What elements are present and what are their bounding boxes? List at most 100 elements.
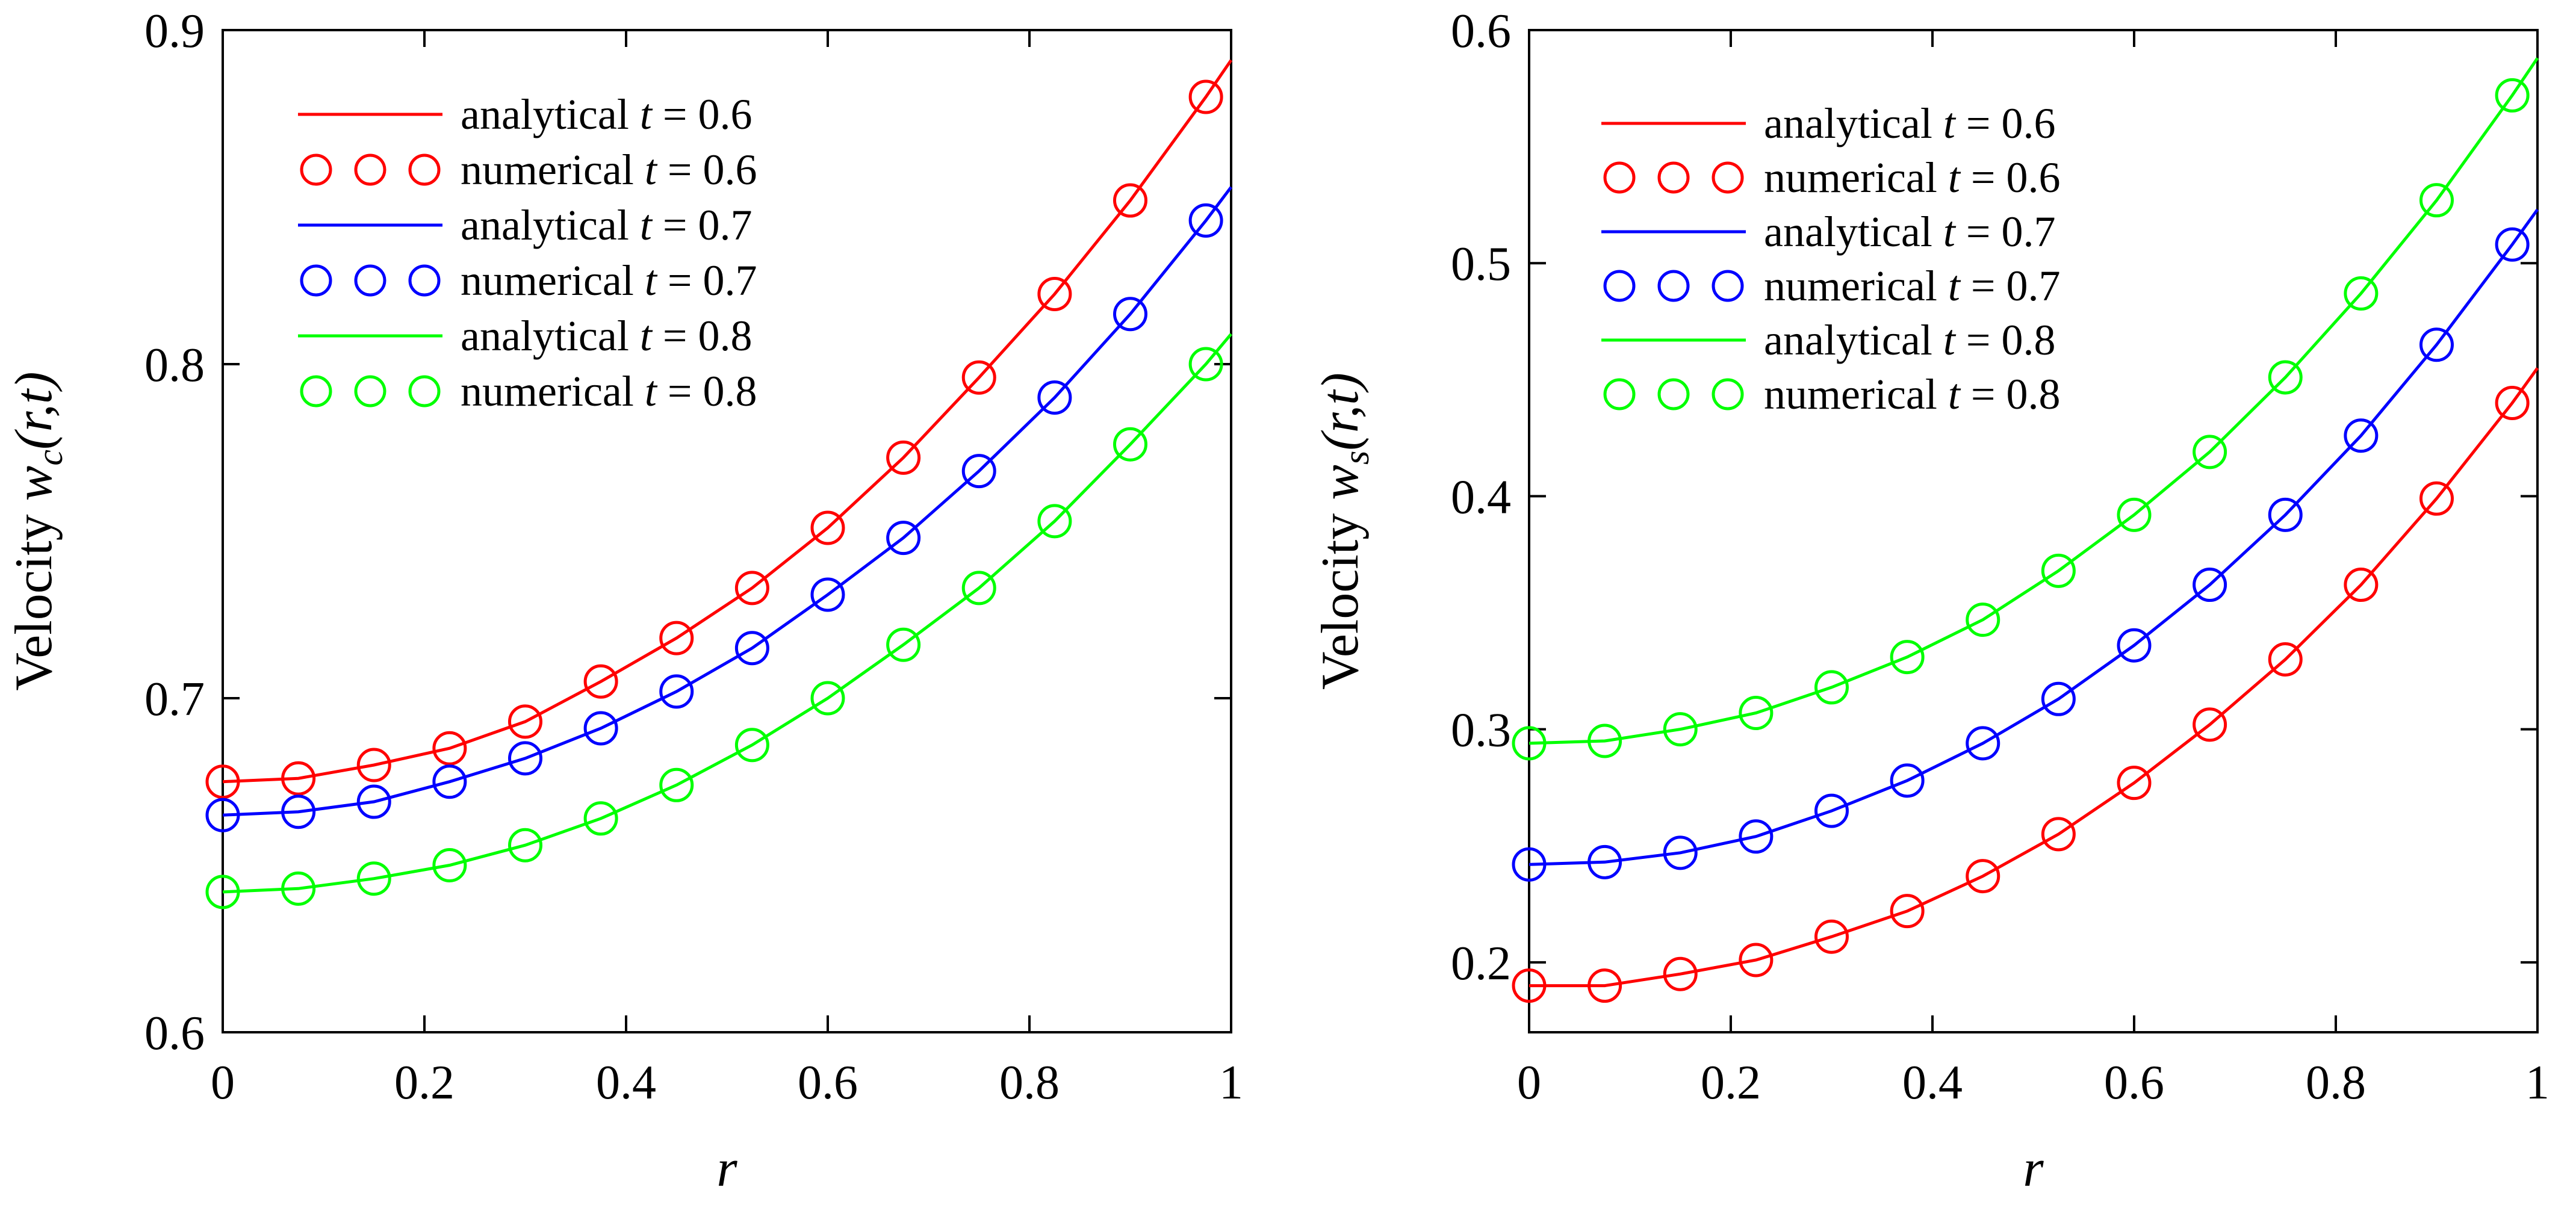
legend-marker-swatch bbox=[1603, 161, 1636, 194]
legend-entry-value: = 0.8 bbox=[1960, 370, 2061, 418]
legend-marker-swatch bbox=[1657, 378, 1690, 410]
series-marker-t07 bbox=[1512, 847, 1547, 882]
series-marker-t07 bbox=[1966, 726, 2000, 761]
legend-entry-value: = 0.7 bbox=[1960, 262, 2061, 310]
legend-marker-swatch bbox=[300, 264, 332, 297]
series-marker-t07 bbox=[1037, 380, 1072, 415]
series-marker-t08 bbox=[356, 861, 391, 896]
legend-marker-swatch bbox=[408, 264, 441, 297]
plot-frame bbox=[1528, 29, 2539, 1033]
legend-entry: numerical t = 0.8 bbox=[1764, 370, 2060, 418]
series-marker-t06 bbox=[2268, 642, 2303, 677]
y-axis-label-symbol: w bbox=[1311, 465, 1370, 500]
legend-entry: analytical t = 0.7 bbox=[461, 201, 752, 249]
x-tick-label: 1 bbox=[2525, 1056, 2550, 1109]
legend-entry-t: t bbox=[1943, 316, 1957, 364]
legend-marker-swatch bbox=[1657, 161, 1690, 194]
series-marker-t06 bbox=[2419, 481, 2454, 516]
series-marker-t08 bbox=[1188, 347, 1223, 382]
legend: analytical t = 0.6 numerical t = 0.6 analy… bbox=[1601, 99, 2060, 418]
series-marker-t06 bbox=[734, 571, 769, 606]
legend-entry-t: t bbox=[645, 256, 658, 305]
legend-entry-label: numerical bbox=[461, 367, 645, 415]
legend-entry-label: analytical bbox=[1764, 208, 1943, 256]
legend-entry-value: = 0.6 bbox=[1955, 99, 2056, 147]
series-marker-t06 bbox=[961, 360, 996, 395]
legend-entry: numerical t = 0.6 bbox=[461, 146, 757, 194]
legend-marker-swatch bbox=[1712, 270, 1744, 302]
series-marker-t06 bbox=[2344, 568, 2379, 602]
series-marker-t07 bbox=[1663, 835, 1698, 870]
legend-marker-swatch bbox=[1712, 378, 1744, 410]
series-marker-t08 bbox=[281, 871, 316, 906]
y-tick-label: 0.3 bbox=[1451, 704, 1511, 757]
y-axis-label-subscript: c bbox=[30, 450, 70, 466]
legend-entry: numerical t = 0.6 bbox=[1764, 153, 2060, 202]
series-marker-t06 bbox=[508, 704, 542, 739]
series-marker-t08 bbox=[1663, 712, 1698, 747]
y-tick-label: 0.8 bbox=[144, 339, 205, 392]
series-marker-t08 bbox=[1814, 670, 1849, 705]
y-tick-label: 0.7 bbox=[144, 673, 205, 726]
x-tick-label: 0 bbox=[1517, 1056, 1541, 1109]
legend-entry-t: t bbox=[1943, 208, 1957, 256]
series-marker-t08 bbox=[1037, 504, 1072, 539]
series-marker-t07 bbox=[886, 521, 921, 556]
series-marker-t08 bbox=[961, 571, 996, 606]
series-marker-t08 bbox=[2041, 553, 2076, 588]
series-marker-t06 bbox=[356, 748, 391, 782]
legend-marker-swatch bbox=[1603, 378, 1636, 410]
legend-entry-label: numerical bbox=[1764, 262, 1948, 310]
series-marker-t08 bbox=[734, 728, 769, 763]
legend-entry: analytical t = 0.8 bbox=[1764, 316, 2055, 364]
series-marker-t07 bbox=[2193, 568, 2227, 602]
series-marker-t07 bbox=[1814, 793, 1849, 828]
legend-entry-t: t bbox=[1943, 99, 1957, 147]
series-marker-t08 bbox=[508, 828, 542, 863]
legend-marker-swatch bbox=[1603, 270, 1636, 302]
y-axis-label: Velocity wc(r,t) bbox=[5, 371, 70, 690]
series-marker-t08 bbox=[2419, 183, 2454, 218]
legend-entry-label: numerical bbox=[461, 146, 645, 194]
legend-entry-value: = 0.8 bbox=[1955, 316, 2056, 364]
series-marker-t06 bbox=[1037, 276, 1072, 311]
legend-entry-label: analytical bbox=[461, 201, 640, 249]
x-tick-label: 0.8 bbox=[2306, 1056, 2366, 1109]
legend-entry-t: t bbox=[1948, 370, 1961, 418]
legend-marker-swatch bbox=[300, 153, 332, 186]
series-marker-t06 bbox=[1587, 968, 1622, 1003]
series-marker-t06 bbox=[1113, 183, 1147, 218]
legend-entry-t: t bbox=[1948, 262, 1961, 310]
series-marker-t08 bbox=[432, 848, 467, 882]
series-marker-t06 bbox=[1739, 943, 1774, 977]
legend-marker-swatch bbox=[1712, 161, 1744, 194]
series-marker-t08 bbox=[810, 681, 845, 716]
legend-entry-value: = 0.6 bbox=[657, 146, 757, 194]
series-marker-t08 bbox=[583, 801, 618, 836]
series-marker-t06 bbox=[1814, 919, 1849, 954]
x-tick-label: 1 bbox=[1219, 1056, 1243, 1109]
series-marker-t07 bbox=[432, 764, 467, 799]
legend-entry-t: t bbox=[1948, 153, 1961, 202]
series-marker-t06 bbox=[1890, 894, 1925, 929]
legend-entry-value: = 0.8 bbox=[657, 367, 757, 415]
series-marker-t06 bbox=[1512, 968, 1547, 1003]
legend-entry-label: numerical bbox=[1764, 370, 1948, 418]
legend-entry-label: analytical bbox=[461, 90, 640, 138]
legend-entry-label: numerical bbox=[461, 256, 645, 305]
series-marker-t07 bbox=[2041, 681, 2076, 716]
series-marker-t07 bbox=[810, 577, 845, 612]
legend-entry-label: analytical bbox=[461, 312, 640, 360]
legend-entry-label: analytical bbox=[1764, 316, 1943, 364]
legend-marker-swatch bbox=[300, 375, 332, 407]
series-marker-t06 bbox=[1188, 79, 1223, 114]
y-axis-label-subscript: s bbox=[1336, 451, 1376, 465]
x-tick-label: 0.6 bbox=[798, 1056, 858, 1109]
legend-marker-swatch bbox=[408, 153, 441, 186]
x-tick-label: 0.6 bbox=[2104, 1056, 2164, 1109]
x-tick-label: 0 bbox=[211, 1056, 235, 1109]
series-marker-t07 bbox=[583, 711, 618, 746]
x-tick-label: 0.2 bbox=[394, 1056, 455, 1109]
